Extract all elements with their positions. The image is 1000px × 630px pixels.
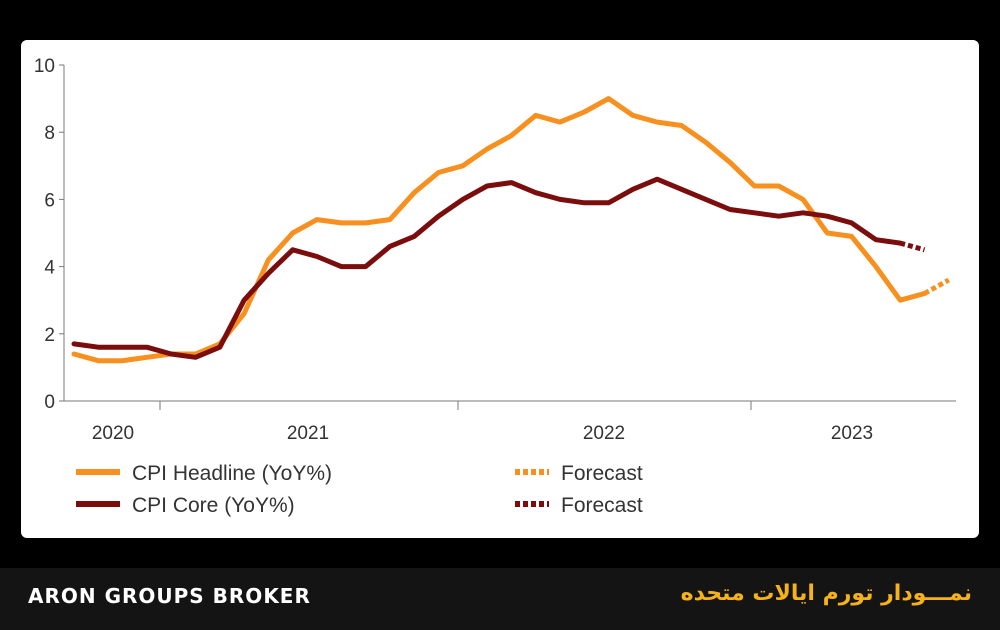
x-tick-label: 2023 xyxy=(831,423,873,444)
legend-core-label: CPI Core (YoY%) xyxy=(132,494,295,517)
x-tick-label: 2021 xyxy=(287,423,329,444)
core-line xyxy=(71,176,903,360)
legend-headline-forecast-label: Forecast xyxy=(561,462,643,485)
chart-card: 0 2 4 6 8 10 2020 2021 2022 2023 CPI Headline (YoY… xyxy=(21,40,979,538)
footer-bar: ARON GROUPS BROKER نمـــودار تورم ایالات… xyxy=(0,568,1000,630)
y-tick-label: 0 xyxy=(44,392,55,413)
headline-line xyxy=(71,96,927,364)
y-tick-label: 10 xyxy=(34,56,55,77)
y-tick-label: 8 xyxy=(44,123,55,144)
x-tick-label: 2020 xyxy=(92,423,134,444)
x-tick-label: 2022 xyxy=(583,423,625,444)
core-forecast-line xyxy=(899,240,926,253)
headline-forecast-line xyxy=(923,277,951,296)
legend-headline-label: CPI Headline (YoY%) xyxy=(132,462,332,485)
brand-name: ARON GROUPS BROKER xyxy=(28,584,311,608)
legend-core-forecast-label: Forecast xyxy=(561,494,643,517)
cpi-chart: 0 2 4 6 8 10 2020 2021 2022 2023 CPI Headline (YoY… xyxy=(34,56,956,517)
y-tick-label: 6 xyxy=(44,190,55,211)
chart-caption: نمـــودار تورم ایالات متحده xyxy=(680,581,972,606)
y-tick-label: 2 xyxy=(44,325,55,346)
y-tick-label: 4 xyxy=(44,258,55,279)
